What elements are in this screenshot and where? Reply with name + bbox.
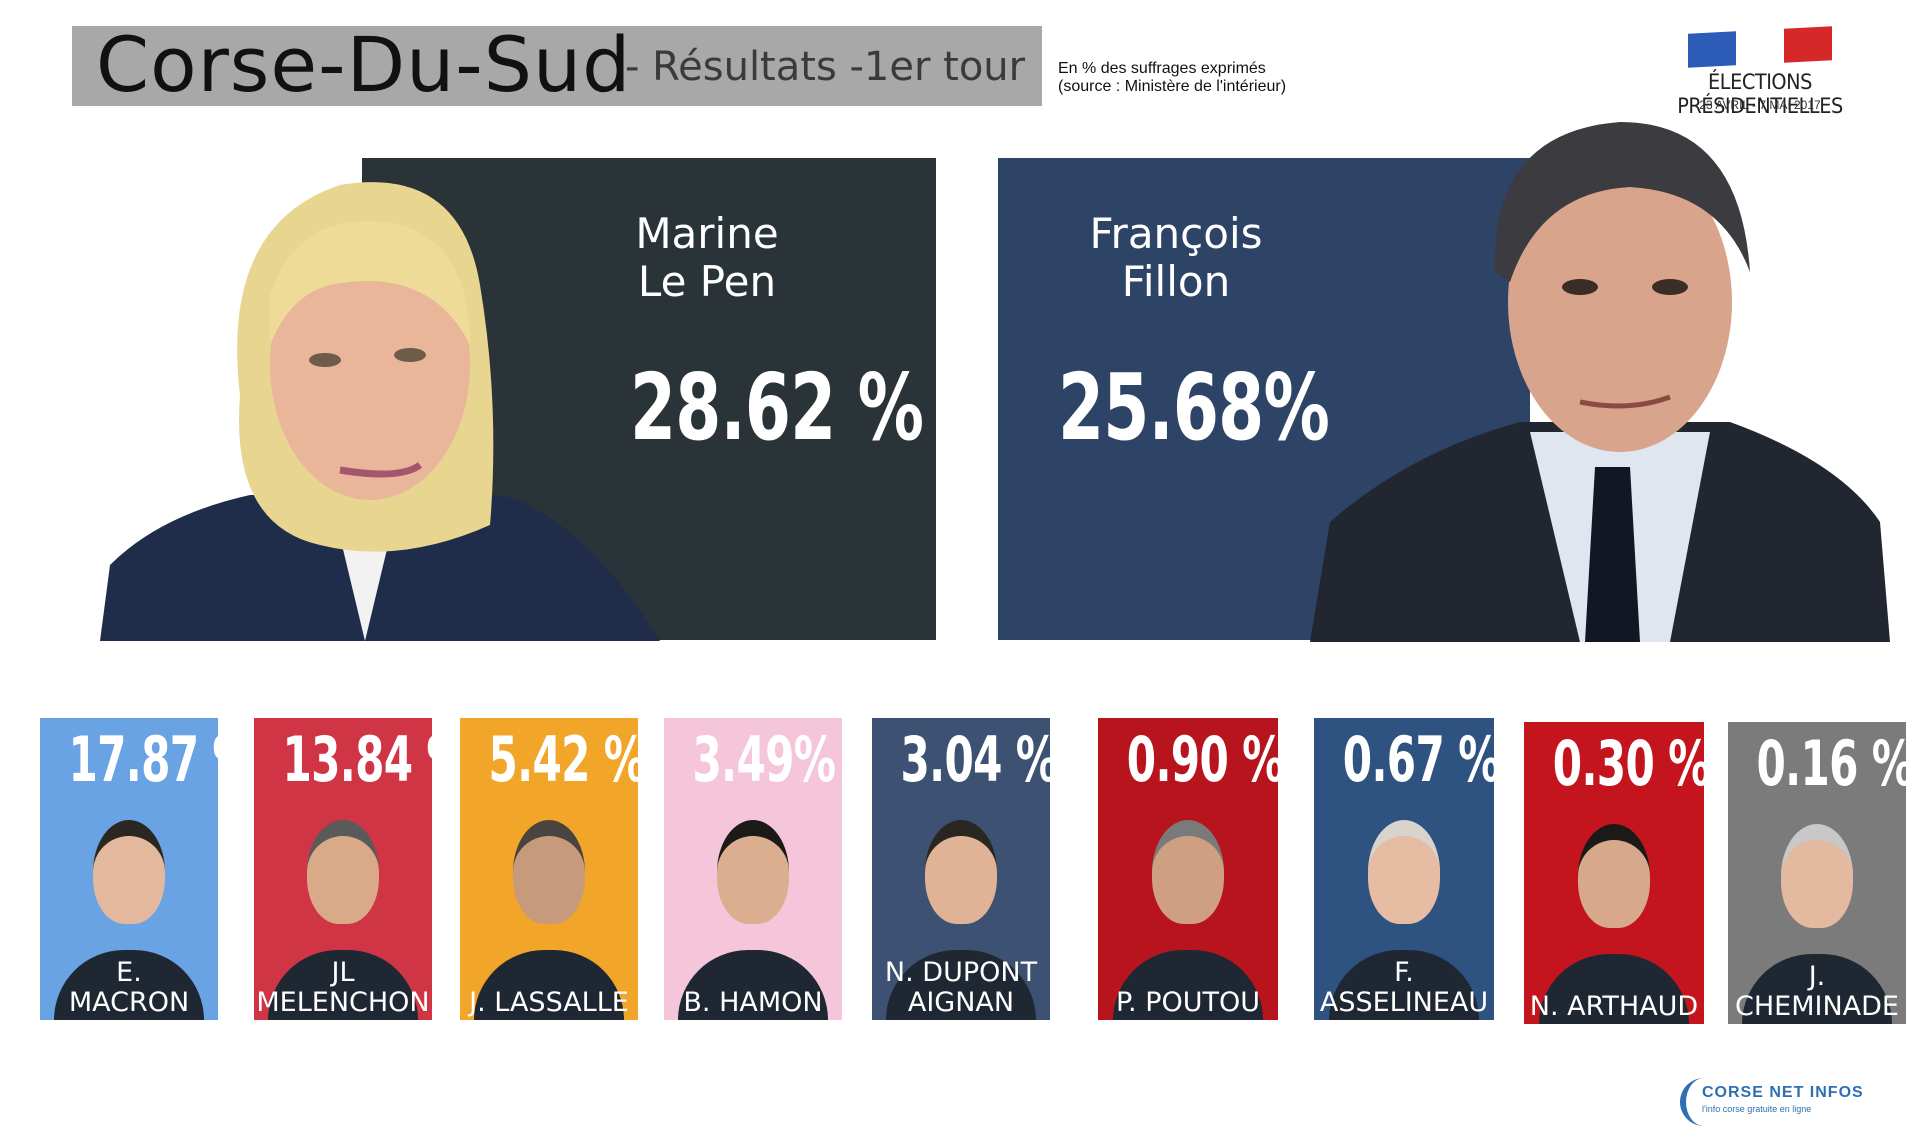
corse-net-infos-logo: CORSE NET INFOS l'info corse gratuite en… (1680, 1078, 1880, 1126)
french-flag-icon (1688, 26, 1832, 68)
candidate-name-line-1: E. (116, 957, 142, 988)
flag-stripe-red (1783, 26, 1832, 63)
marine-le-pen-portrait (100, 182, 660, 641)
candidate-portrait-face (717, 820, 789, 924)
candidate-percent: 0.16 % (1756, 727, 1906, 800)
candidate-card: 0.16 % J. CHEMINADE (1728, 722, 1906, 1024)
flag-stripe-white (1735, 28, 1784, 66)
candidate-name-line-2: N. ARTHAUD (1529, 991, 1699, 1022)
candidate-name: E. MACRON (40, 958, 218, 1018)
candidate-name: J. CHEMINADE (1728, 962, 1906, 1022)
candidate-name-line-1: J. (1808, 961, 1826, 992)
title-background (72, 26, 1042, 106)
candidate-portrait-face (1578, 824, 1650, 928)
fillon-name: François Fillon (1066, 210, 1286, 306)
corse-net-infos-mark-icon (1680, 1078, 1716, 1126)
candidate-portrait-face (513, 820, 585, 924)
source-note: En % des suffrages exprimés (source : Mi… (1058, 60, 1286, 96)
logo-dates: 23 AVRIL - 7 MAI 2017 (1699, 98, 1821, 112)
source-line-2: (source : Ministère de l'intérieur) (1058, 78, 1287, 95)
candidate-name: B. HAMON (664, 988, 842, 1018)
candidate-name-line-1: F. (1394, 957, 1414, 988)
candidate-card: 5.42 % J. LASSALLE (460, 718, 638, 1020)
candidate-name: N. ARTHAUD (1524, 992, 1704, 1022)
source-line-1: En % des suffrages exprimés (1058, 60, 1266, 77)
candidate-card: 3.04 % N. DUPONT AIGNAN (872, 718, 1050, 1020)
fillon-last-name: Fillon (1121, 257, 1231, 306)
candidate-card: 3.49% B. HAMON (664, 718, 842, 1020)
corse-net-infos-brand: CORSE NET INFOS (1702, 1084, 1864, 1101)
candidate-portrait-face (93, 820, 165, 924)
candidate-name-line-2: MELENCHON (256, 987, 430, 1018)
candidate-portrait-face (1368, 820, 1440, 924)
page-subtitle: - Résultats -1er tour (625, 44, 1026, 90)
candidate-percent: 13.84 % (282, 723, 432, 796)
candidate-percent: 0.90 % (1126, 723, 1278, 796)
le-pen-first-name: Marine (635, 209, 779, 258)
candidate-name-line-2: J. LASSALLE (469, 987, 629, 1018)
election-logo: ÉLECTIONS PRÉSIDENTIELLES 23 AVRIL - 7 M… (1630, 26, 1890, 126)
candidate-portrait-face (1781, 824, 1853, 928)
candidate-name: J. LASSALLE (460, 988, 638, 1018)
page-title: Corse-Du-Sud (96, 20, 632, 109)
candidate-name-line-2: B. HAMON (683, 987, 823, 1018)
candidate-percent: 5.42 % (488, 723, 638, 796)
candidate-name: F. ASSELINEAU (1314, 958, 1494, 1018)
candidate-name-line-1: N. DUPONT (884, 957, 1038, 988)
francois-fillon-portrait (1310, 122, 1890, 642)
candidate-name: JL MELENCHON (254, 958, 432, 1018)
candidate-name: P. POUTOU (1098, 988, 1278, 1018)
le-pen-percent: 28.62 % (630, 354, 924, 461)
candidate-name-line-2: MACRON (68, 987, 190, 1018)
candidate-percent: 0.67 % (1342, 723, 1494, 796)
candidate-percent: 17.87 % (68, 723, 218, 796)
fillon-percent: 25.68% (1058, 354, 1330, 461)
fillon-first-name: François (1089, 209, 1263, 258)
candidate-name-line-2: AIGNAN (907, 987, 1015, 1018)
candidate-portrait-face (1152, 820, 1224, 924)
le-pen-name: Marine Le Pen (602, 210, 812, 306)
logo-title: ÉLECTIONS PRÉSIDENTIELLES (1677, 70, 1843, 118)
candidate-percent: 0.30 % (1552, 727, 1704, 800)
corse-net-infos-tagline: l'info corse gratuite en ligne (1702, 1104, 1812, 1114)
candidate-card: 0.67 % F. ASSELINEAU (1314, 718, 1494, 1020)
candidate-name-line-2: P. POUTOU (1115, 987, 1261, 1018)
candidate-name-line-1: JL (331, 957, 355, 988)
candidate-card: 0.30 % N. ARTHAUD (1524, 722, 1704, 1024)
candidate-portrait-face (925, 820, 997, 924)
candidate-card: 0.90 % P. POUTOU (1098, 718, 1278, 1020)
candidate-card: 17.87 % E.MACRON (40, 718, 218, 1020)
candidate-name-line-2: CHEMINADE (1735, 991, 1899, 1022)
candidate-percent: 3.04 % (900, 723, 1050, 796)
candidate-name-line-2: ASSELINEAU (1319, 987, 1489, 1018)
flag-stripe-blue (1688, 31, 1736, 68)
le-pen-last-name: Le Pen (637, 257, 777, 306)
candidate-portrait-face (307, 820, 379, 924)
candidate-name: N. DUPONT AIGNAN (872, 958, 1050, 1018)
candidate-percent: 3.49% (692, 723, 836, 796)
